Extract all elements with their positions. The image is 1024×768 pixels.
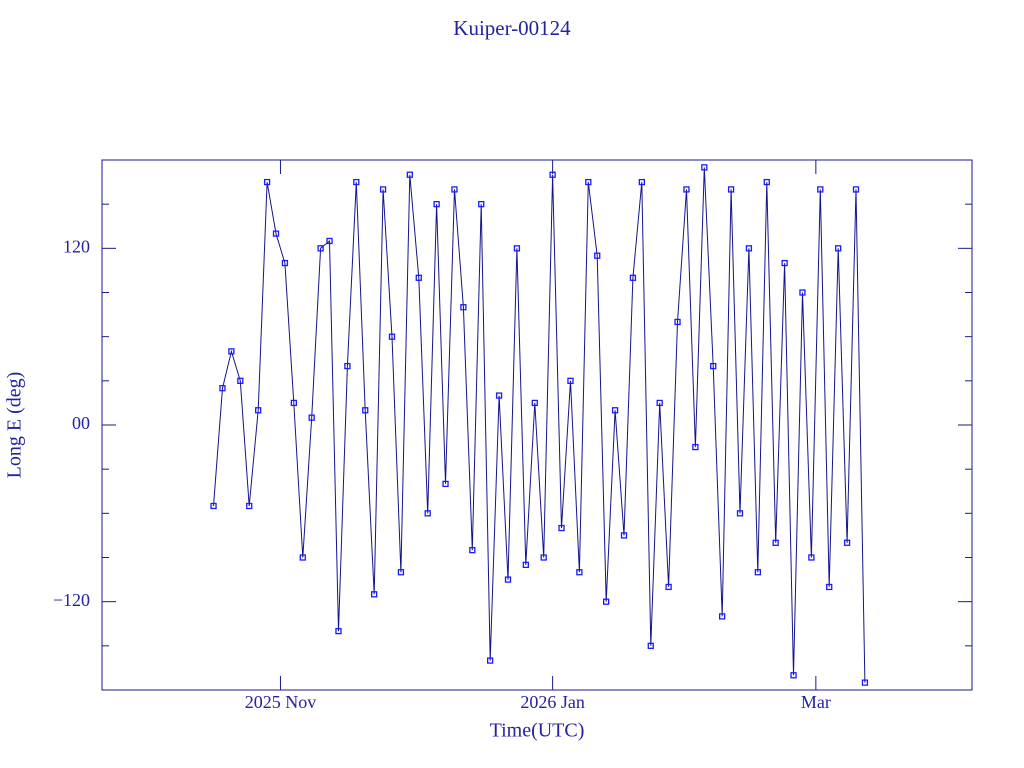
data-point [647, 642, 654, 649]
data-point [281, 259, 289, 267]
data-point [263, 178, 271, 186]
data-point [478, 201, 485, 208]
data-point [558, 524, 565, 532]
data-point [379, 186, 387, 193]
data-point [861, 679, 869, 686]
data-point [826, 583, 833, 591]
data-point [611, 407, 619, 414]
data-point [603, 598, 610, 605]
data-point [326, 237, 333, 245]
data-point [710, 362, 717, 370]
data-point [335, 627, 342, 635]
y-axis-label: Long E (deg) [4, 372, 26, 479]
data-point [790, 672, 797, 679]
data-point [353, 178, 360, 186]
data-point [406, 171, 413, 178]
data-point [362, 407, 369, 414]
data-point [656, 399, 663, 407]
data-point [531, 399, 538, 407]
data-point [567, 377, 574, 384]
chart-title: Kuiper-00124 [453, 16, 571, 40]
data-point [228, 348, 235, 355]
data-point [397, 569, 405, 576]
data-point [808, 554, 815, 561]
data-point [835, 245, 842, 252]
data-point [415, 274, 422, 281]
data-point [781, 259, 788, 267]
data-point [540, 554, 547, 561]
data-point [719, 613, 726, 620]
data-point [683, 186, 690, 193]
data-point [772, 539, 779, 546]
y-tick-label: 120 [63, 236, 90, 256]
y-tick-label: 00 [72, 413, 90, 433]
data-point [585, 178, 592, 186]
data-point [665, 583, 672, 591]
data-point [495, 392, 503, 399]
data-point [219, 385, 226, 392]
data-point [638, 178, 645, 186]
x-tick-label: 2026 Jan [520, 692, 585, 712]
data-point [522, 561, 529, 569]
data-point [674, 318, 681, 326]
data-point [246, 502, 253, 510]
data-point [210, 502, 217, 510]
data-point [344, 362, 351, 370]
data-point [317, 245, 324, 252]
data-point [513, 245, 521, 252]
data-point [736, 510, 744, 517]
data-point [272, 230, 280, 237]
data-point [424, 510, 431, 517]
data-point [308, 414, 315, 421]
data-point [299, 554, 306, 561]
data-point [388, 333, 396, 340]
plot-area [210, 164, 869, 686]
data-point [442, 480, 449, 488]
data-point [237, 377, 244, 384]
data-point [843, 539, 851, 546]
data-point [692, 443, 699, 451]
data-point [576, 569, 583, 576]
data-point [255, 407, 262, 414]
plot-frame [101, 159, 973, 691]
data-point [754, 569, 761, 576]
x-axis-label: Time(UTC) [490, 720, 585, 742]
series-line [213, 167, 866, 683]
data-point [745, 245, 753, 252]
data-point [799, 289, 806, 296]
data-point [620, 532, 628, 539]
data-point [727, 186, 735, 193]
data-point [763, 178, 770, 186]
data-point [433, 201, 440, 208]
data-point [594, 252, 601, 259]
data-point [701, 164, 708, 171]
data-point [460, 304, 467, 311]
data-point [852, 186, 860, 193]
data-point [469, 546, 476, 554]
data-point [451, 186, 458, 193]
x-tick-label: 2025 Nov [245, 692, 317, 712]
data-point [504, 576, 512, 583]
data-point [629, 274, 637, 281]
data-point [817, 186, 824, 193]
data-point [290, 399, 297, 407]
data-point [487, 657, 494, 664]
x-tick-label: Mar [801, 692, 831, 712]
y-tick-label: −120 [53, 590, 90, 610]
data-point [371, 591, 378, 598]
